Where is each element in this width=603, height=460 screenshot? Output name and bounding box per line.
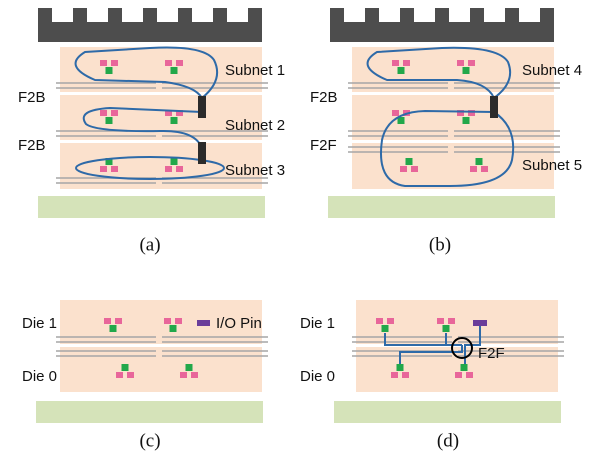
die (356, 347, 558, 392)
subnet-label: Subnet 1 (225, 62, 285, 79)
caption: (c) (139, 430, 160, 451)
substrate (38, 196, 265, 218)
caption: (d) (437, 430, 459, 451)
heatsink (330, 8, 554, 42)
bond-label: F2B (310, 89, 338, 106)
caption: (a) (139, 234, 160, 255)
subnet-label: Subnet 3 (225, 162, 285, 179)
die (60, 347, 262, 392)
legend-label: I/O Pin (216, 315, 262, 332)
tsv (490, 96, 498, 118)
substrate (328, 196, 555, 218)
tsv (198, 96, 206, 118)
panel-c: Die 1 Die 0 I/O Pin (c) (22, 300, 268, 451)
caption: (b) (429, 234, 451, 255)
heatsink (38, 8, 262, 42)
subnet-label: Subnet 5 (522, 157, 582, 174)
subnet-label: Subnet 4 (522, 62, 582, 79)
bond-label: F2B (18, 137, 46, 154)
panel-d: Die 1 Die 0 F2F (d) (300, 300, 564, 451)
die-label: Die 0 (22, 368, 57, 385)
die-label: Die 1 (300, 315, 335, 332)
tier (352, 95, 554, 140)
bond-label: F2F (478, 345, 505, 362)
substrate (334, 401, 561, 423)
subnet-label: Subnet 2 (225, 117, 285, 134)
substrate (36, 401, 263, 423)
panel-b: F2B F2F Subnet 4 Subnet 5 (b) (310, 8, 582, 255)
io-pin (473, 320, 487, 326)
tsv (198, 142, 206, 164)
die-label: Die 0 (300, 368, 335, 385)
die-label: Die 1 (22, 315, 57, 332)
bond-label: F2F (310, 137, 337, 154)
io-pin (197, 320, 210, 326)
panel-a: F2B F2B Subnet 1 Subnet 2 Subnet 3 (a) (18, 8, 285, 255)
figure: F2B F2B Subnet 1 Subnet 2 Subnet 3 (a) F… (0, 0, 603, 460)
bond-label: F2B (18, 89, 46, 106)
